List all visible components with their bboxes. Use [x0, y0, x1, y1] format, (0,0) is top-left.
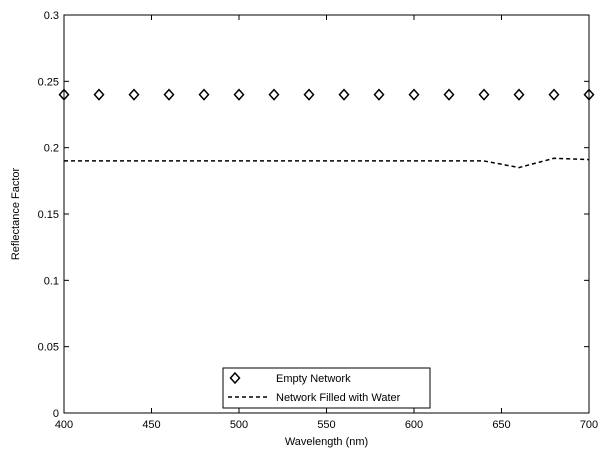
legend-label-network-filled-with-water: Network Filled with Water: [276, 392, 401, 404]
data-point-empty-network: [233, 88, 245, 101]
plot-series: [58, 88, 595, 169]
data-point-empty-network: [443, 88, 455, 101]
data-point-empty-network: [478, 88, 490, 101]
data-point-empty-network: [338, 88, 350, 101]
x-tick-label: 550: [317, 419, 335, 431]
data-point-empty-network: [408, 88, 420, 101]
x-tick-label: 600: [405, 419, 423, 431]
x-tick-label: 400: [55, 419, 73, 431]
legend: Empty Network Network Filled with Water: [222, 367, 431, 409]
series-line-network-filled-with-water: [64, 157, 590, 169]
y-tick-label: 0.05: [38, 342, 59, 354]
y-tick-label: 0.15: [38, 209, 59, 221]
data-point-empty-network: [548, 88, 560, 101]
data-point-empty-network: [198, 88, 210, 101]
data-point-empty-network: [583, 88, 595, 101]
legend-box: [222, 367, 431, 409]
y-tick-label: 0.2: [44, 143, 59, 155]
data-point-empty-network: [93, 88, 105, 101]
x-tick-label: 650: [492, 419, 510, 431]
legend-diamond-marker: [229, 371, 241, 385]
data-point-empty-network: [268, 88, 280, 101]
data-point-empty-network: [303, 88, 315, 101]
data-point-empty-network: [128, 88, 140, 101]
x-tick-label: 500: [230, 419, 248, 431]
x-axis-label: Wavelength (nm): [285, 436, 368, 448]
data-point-empty-network: [58, 88, 70, 101]
data-point-empty-network: [513, 88, 525, 101]
y-tick-label: 0: [53, 408, 59, 420]
x-tick-label: 700: [580, 419, 598, 431]
plot-area: [63, 14, 590, 414]
y-tick-label: 0.3: [44, 10, 59, 22]
x-axis: 400 450 500 550 600 650 700: [55, 15, 598, 431]
legend-label-empty-network: Empty Network: [276, 373, 351, 385]
data-point-empty-network: [163, 88, 175, 101]
x-tick-label: 450: [142, 419, 160, 431]
y-tick-label: 0.25: [38, 76, 59, 88]
data-point-empty-network: [373, 88, 385, 101]
y-tick-label: 0.1: [44, 275, 59, 287]
y-axis-label: Reflectance Factor: [10, 168, 22, 261]
y-axis: 0 0.05 0.1 0.15 0.2 0.25 0.3: [38, 10, 589, 420]
